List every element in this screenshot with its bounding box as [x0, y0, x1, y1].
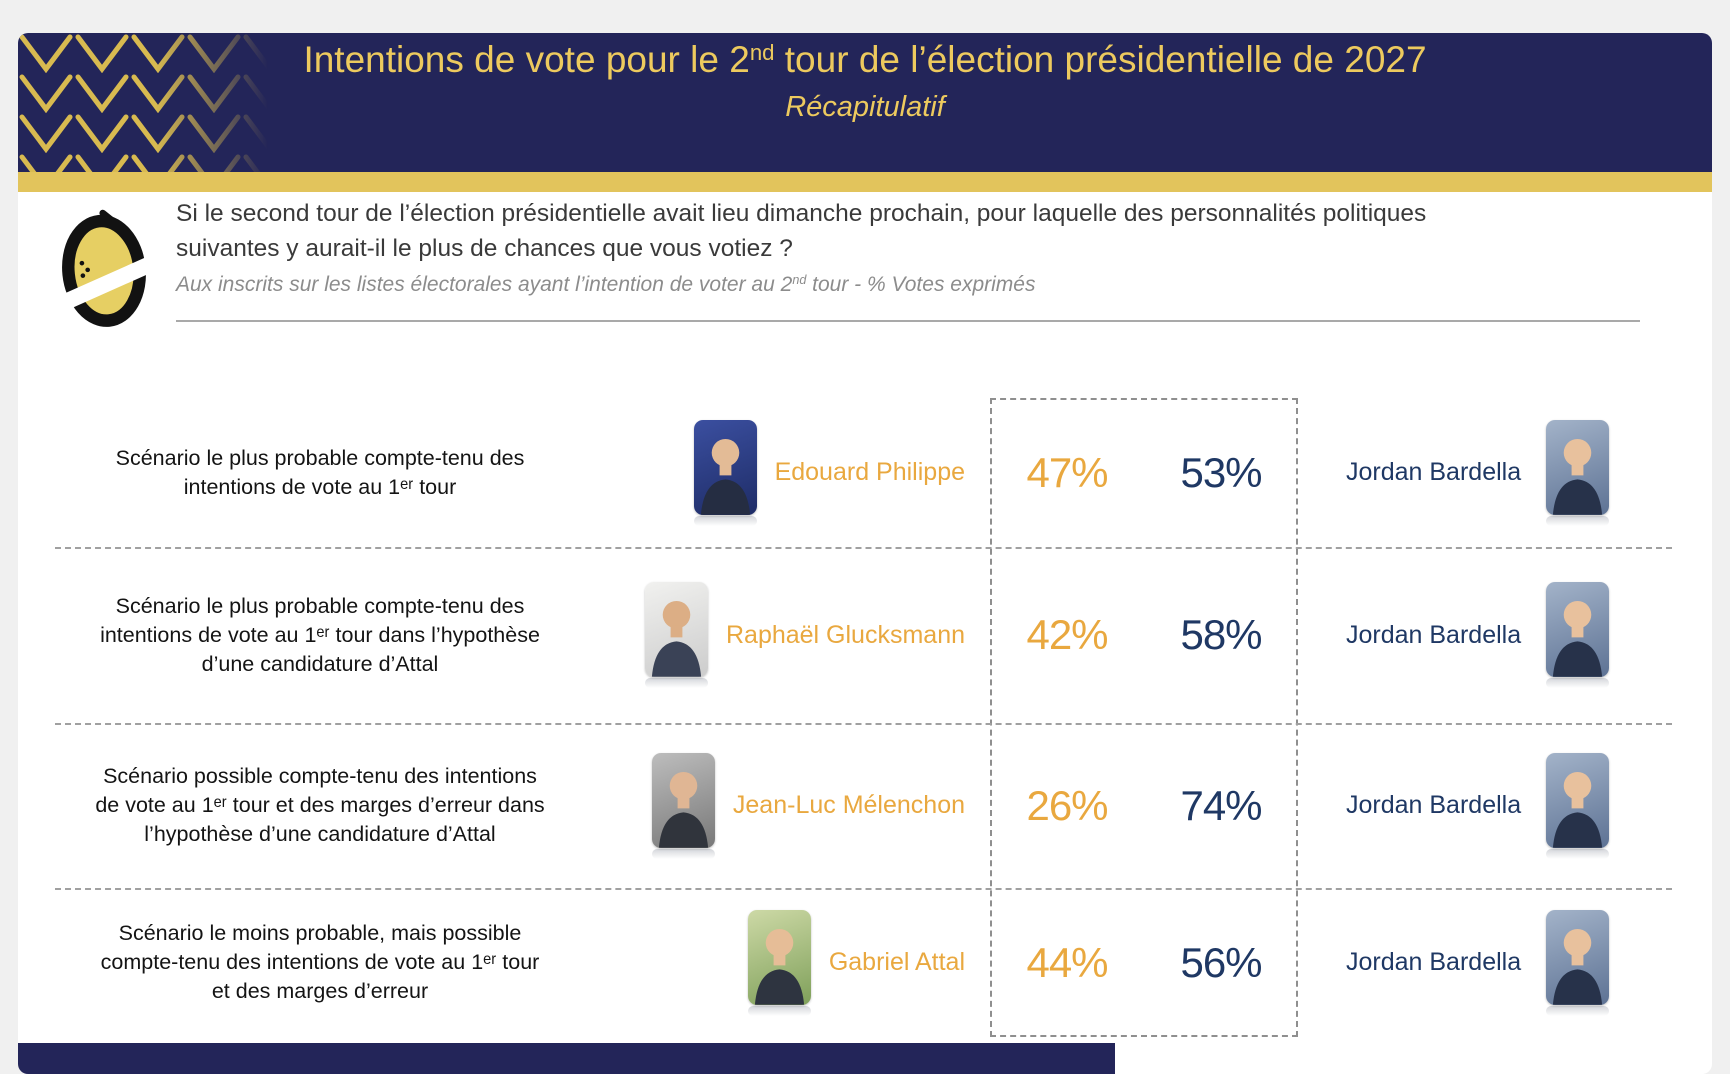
- slide-title-text-end: tour de l’élection présidentielle de 202…: [774, 39, 1427, 80]
- pct-right: 74%: [1180, 781, 1262, 829]
- photo-jordan-bardella: [1546, 909, 1609, 1016]
- photo-edouard-philippe: [693, 419, 757, 526]
- footer-bar: [18, 1043, 1115, 1074]
- photo-jordan-bardella: [1546, 582, 1609, 688]
- pct-left: 26%: [1026, 781, 1108, 829]
- scenario-label: Scénario possible compte-tenu des intent…: [95, 764, 545, 846]
- slide-title-text: Intentions de vote pour le 2: [303, 39, 750, 80]
- row-separator: [55, 547, 1672, 549]
- slide-subtitle: Récapitulatif: [785, 91, 945, 123]
- question-note-text: Aux inscrits sur les listes électorales …: [176, 273, 793, 296]
- pct-right: 56%: [1180, 938, 1262, 986]
- scenario-label: Scénario le plus probable compte-tenu de…: [100, 593, 540, 676]
- row-separator: [55, 888, 1672, 890]
- chevron-pattern-icon: [18, 33, 268, 172]
- table-row: Scénario possible compte-tenu des intent…: [55, 723, 1672, 888]
- question-note-superscript: nd: [792, 273, 807, 288]
- pct-right: 58%: [1180, 611, 1262, 658]
- slide-card: Intentions de vote pour le 2nd tour de l…: [18, 33, 1712, 1074]
- gold-accent-strip: [18, 172, 1712, 192]
- pct-right: 53%: [1180, 448, 1262, 496]
- photo-raphael-glucksmann: [644, 582, 708, 688]
- candidate-name-left: Edouard Philippe: [774, 458, 965, 486]
- slide-title-superscript: nd: [749, 39, 775, 65]
- candidate-name-right: Jordan Bardella: [1346, 948, 1522, 976]
- percent-dashed-box: [990, 398, 1298, 1037]
- header-banner: Intentions de vote pour le 2nd tour de l…: [18, 33, 1712, 172]
- scenario-label: Scénario le plus probable compte-tenu de…: [115, 445, 525, 499]
- candidate-name-right: Jordan Bardella: [1346, 791, 1522, 819]
- candidate-name-left: Jean-Luc Mélenchon: [732, 791, 965, 819]
- photo-jean-luc-melenchon: [651, 752, 715, 859]
- photo-jordan-bardella: [1546, 752, 1609, 859]
- row-separator: [55, 723, 1672, 725]
- candidate-name-right: Jordan Bardella: [1346, 458, 1522, 486]
- scenario-label: Scénario le moins probable, mais possibl…: [100, 921, 540, 1003]
- pct-left: 44%: [1026, 938, 1108, 986]
- question-note-text-end: tour - % Votes exprimés: [806, 273, 1036, 296]
- candidate-name-left: Raphaël Glucksmann: [725, 620, 965, 649]
- pct-left: 42%: [1026, 611, 1108, 658]
- question-note: Aux inscrits sur les listes électorales …: [176, 273, 1506, 297]
- pct-left: 47%: [1026, 448, 1108, 496]
- photo-jordan-bardella: [1546, 419, 1609, 526]
- question-text: Si le second tour de l’élection présiden…: [176, 200, 1427, 262]
- pollster-logo-icon: [56, 209, 152, 327]
- table-row: Scénario le plus probable compte-tenu de…: [55, 398, 1672, 547]
- question-divider: [176, 320, 1640, 322]
- photo-gabriel-attal: [747, 909, 811, 1016]
- candidate-name-left: Gabriel Attal: [828, 948, 965, 976]
- table-row: Scénario le plus probable compte-tenu de…: [55, 547, 1672, 723]
- table-row: Scénario le moins probable, mais possibl…: [55, 888, 1672, 1037]
- candidate-name-right: Jordan Bardella: [1346, 620, 1522, 649]
- slide-title: Intentions de vote pour le 2nd tour de l…: [18, 39, 1712, 81]
